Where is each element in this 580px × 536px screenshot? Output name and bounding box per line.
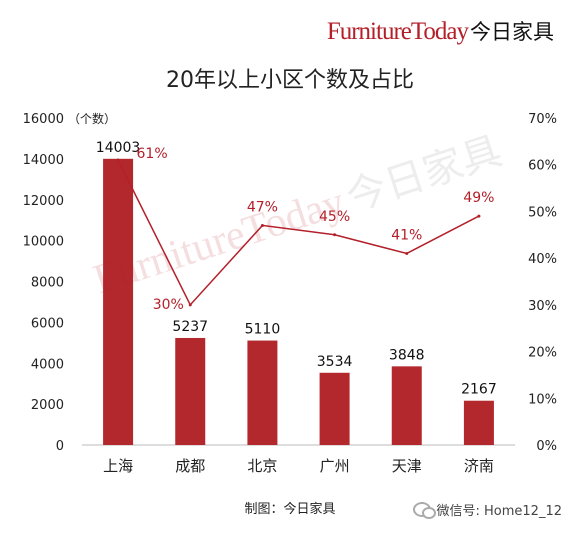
brand-logo-cn: 今日家具 — [470, 20, 554, 44]
category-label: 上海 — [103, 457, 133, 475]
bar-value-label: 3534 — [317, 354, 353, 370]
right-tick-label: 20% — [528, 346, 557, 361]
right-tick-label: 10% — [528, 392, 557, 407]
category-label: 济南 — [464, 457, 494, 475]
left-axis-unit: （个数） — [68, 111, 116, 126]
ratio-label: 49% — [463, 190, 494, 206]
ratio-line — [117, 159, 480, 307]
ratio-point — [333, 233, 337, 237]
bar-value-label: 5110 — [245, 322, 281, 338]
ratio-point — [477, 214, 481, 218]
ratio-point — [405, 251, 409, 255]
left-tick-label: 2000 — [31, 398, 64, 413]
brand-logo: FurnitureToday 今日家具 — [327, 16, 554, 46]
right-tick-label: 0% — [536, 439, 557, 454]
right-tick-label: 30% — [528, 299, 557, 314]
category-label: 成都 — [175, 457, 205, 475]
category-label: 广州 — [320, 457, 350, 475]
bar-value-label: 14003 — [96, 140, 141, 156]
right-tick-label: 60% — [528, 159, 557, 174]
ratio-label: 41% — [391, 227, 422, 243]
bar-北京 — [247, 340, 278, 445]
bar-成都 — [175, 337, 206, 445]
left-tick-label: 0 — [56, 439, 64, 454]
bar-天津 — [391, 366, 422, 445]
source-caption: 制图：今日家具 — [244, 502, 336, 517]
chart-title: 20年以上小区个数及占比 — [166, 68, 414, 93]
right-tick-label: 70% — [528, 112, 557, 127]
left-tick-label: 4000 — [31, 357, 64, 372]
left-tick-label: 16000 — [23, 112, 64, 127]
category-label: 北京 — [247, 457, 277, 475]
right-tick-label: 50% — [528, 205, 557, 220]
left-tick-label: 8000 — [31, 276, 64, 291]
ratio-label: 47% — [247, 199, 278, 215]
ratio-label: 30% — [153, 297, 184, 313]
category-label: 天津 — [392, 457, 422, 475]
ratio-point — [188, 303, 192, 307]
bar-value-label: 2167 — [461, 382, 497, 398]
left-tick-label: 14000 — [23, 153, 64, 168]
ratio-point — [260, 223, 264, 227]
bar-value-label: 5237 — [172, 319, 208, 335]
ratio-label: 45% — [319, 209, 350, 225]
wechat-icon — [412, 502, 436, 519]
left-tick-label: 12000 — [23, 194, 64, 209]
left-tick-label: 10000 — [23, 235, 64, 250]
bar-济南 — [463, 400, 494, 445]
wechat-label: 微信号: Home12_12 — [436, 504, 563, 519]
ratio-point — [116, 158, 120, 162]
wechat-id: 微信号: Home12_12 — [412, 500, 563, 519]
brand-logo-latin: FurnitureToday — [326, 18, 469, 45]
bar-上海 — [103, 158, 134, 445]
ratio-label: 61% — [137, 146, 168, 162]
bar-广州 — [319, 372, 350, 445]
bar-value-label: 3848 — [389, 347, 425, 363]
left-tick-label: 6000 — [31, 316, 64, 331]
right-tick-label: 40% — [528, 252, 557, 267]
